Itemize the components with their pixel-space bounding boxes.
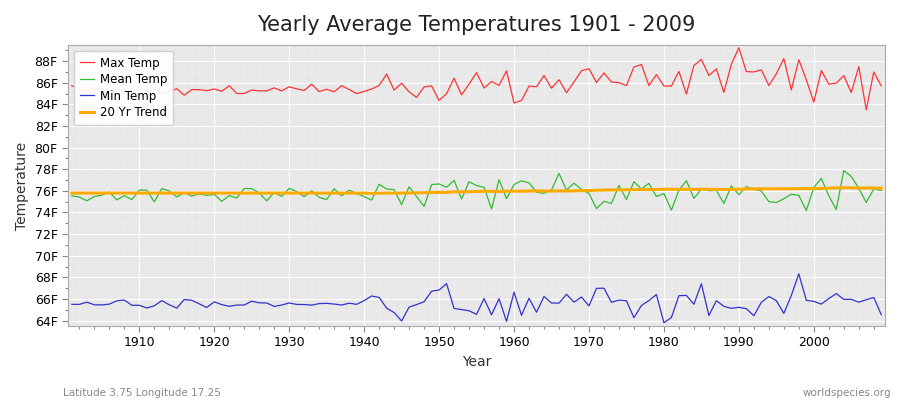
Y-axis label: Temperature: Temperature [15, 141, 29, 230]
Line: 20 Yr Trend: 20 Yr Trend [72, 188, 881, 193]
Mean Temp [839, 168, 850, 173]
Min Temp [508, 290, 519, 294]
20 Yr Trend [606, 188, 616, 192]
Text: worldspecies.org: worldspecies.org [803, 388, 891, 398]
Mean Temp [501, 196, 512, 201]
20 Yr Trend [67, 191, 77, 196]
Mean Temp [598, 199, 609, 204]
Max Temp [292, 86, 302, 91]
Max Temp [337, 83, 347, 88]
Max Temp [734, 45, 744, 50]
Min Temp [67, 302, 77, 307]
Text: Latitude 3.75 Longitude 17.25: Latitude 3.75 Longitude 17.25 [63, 388, 220, 398]
20 Yr Trend [516, 189, 526, 194]
Max Temp [876, 84, 886, 88]
Min Temp [876, 312, 886, 317]
Mean Temp [508, 182, 519, 187]
Min Temp [337, 303, 347, 308]
Legend: Max Temp, Mean Temp, Min Temp, 20 Yr Trend: Max Temp, Mean Temp, Min Temp, 20 Yr Tre… [74, 51, 173, 125]
Max Temp [501, 68, 512, 73]
Max Temp [126, 88, 137, 93]
Mean Temp [801, 208, 812, 213]
Line: Mean Temp: Mean Temp [72, 171, 881, 210]
Mean Temp [67, 194, 77, 198]
Mean Temp [337, 194, 347, 198]
Max Temp [67, 83, 77, 88]
Mean Temp [876, 188, 886, 193]
Min Temp [126, 303, 137, 308]
Min Temp [794, 272, 805, 276]
Min Temp [292, 302, 302, 307]
Mean Temp [126, 197, 137, 202]
20 Yr Trend [126, 191, 137, 196]
20 Yr Trend [839, 185, 850, 190]
Max Temp [861, 108, 872, 112]
Max Temp [508, 101, 519, 106]
20 Yr Trend [337, 191, 347, 196]
Min Temp [598, 286, 609, 290]
Title: Yearly Average Temperatures 1901 - 2009: Yearly Average Temperatures 1901 - 2009 [257, 15, 696, 35]
20 Yr Trend [292, 191, 302, 196]
X-axis label: Year: Year [462, 355, 491, 369]
20 Yr Trend [876, 186, 886, 190]
Min Temp [501, 319, 512, 324]
Line: Min Temp: Min Temp [72, 274, 881, 323]
Max Temp [598, 70, 609, 75]
Min Temp [659, 320, 670, 325]
20 Yr Trend [508, 189, 519, 194]
Mean Temp [292, 189, 302, 194]
20 Yr Trend [366, 191, 377, 196]
Line: Max Temp: Max Temp [72, 48, 881, 110]
